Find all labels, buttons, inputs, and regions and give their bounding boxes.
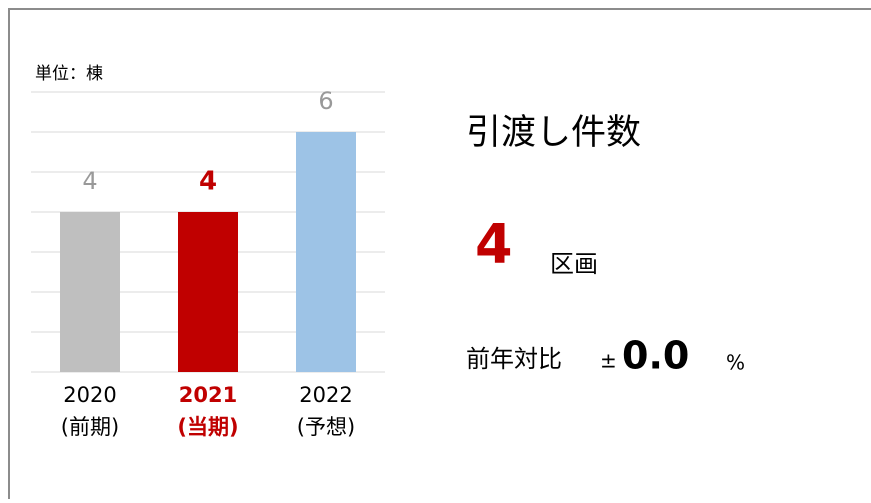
value-label: 4 xyxy=(82,167,97,195)
bar xyxy=(60,212,120,372)
period-label: (予想) xyxy=(297,415,355,439)
x-tick-label: 2020 xyxy=(63,383,116,407)
yoy-sign: ± xyxy=(600,349,617,373)
summary-title: 引渡し件数 xyxy=(466,113,641,153)
bar xyxy=(178,212,238,372)
period-label: (前期) xyxy=(61,415,119,439)
value-label: 4 xyxy=(199,167,217,197)
summary-unit: 区画 xyxy=(550,250,598,278)
summary-value: 4 xyxy=(475,213,513,276)
x-tick-label: 2021 xyxy=(179,383,237,407)
frame xyxy=(8,8,871,503)
yoy-value: 0.0 xyxy=(622,334,689,378)
period-label: (当期) xyxy=(177,415,238,439)
unit-label: 単位：棟 xyxy=(35,64,103,84)
bar xyxy=(296,132,356,372)
yoy-label: 前年対比 xyxy=(466,345,562,373)
x-tick-label: 2022 xyxy=(299,383,352,407)
value-label: 6 xyxy=(318,87,333,115)
yoy-unit: % xyxy=(726,351,745,375)
